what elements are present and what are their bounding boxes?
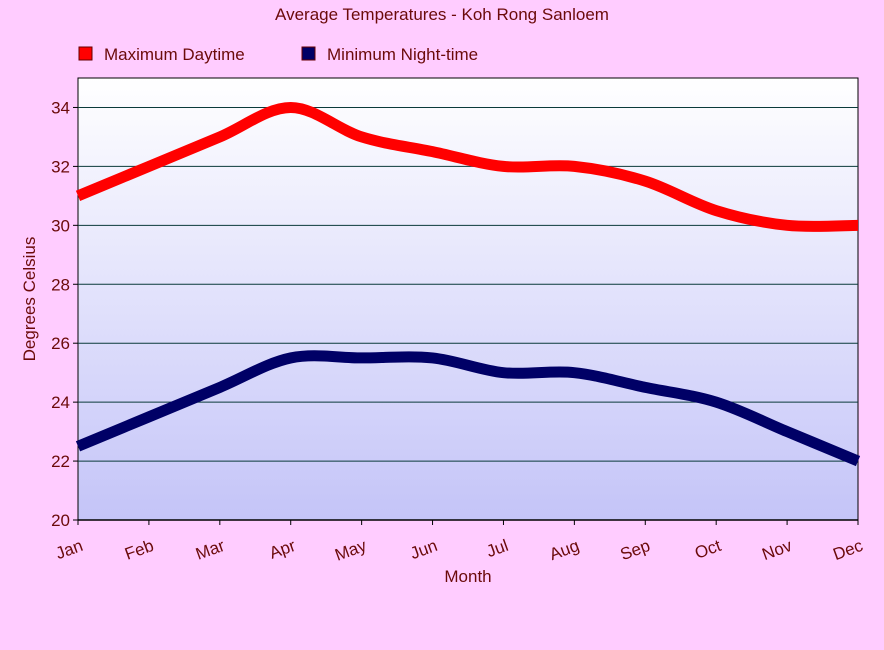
y-tick-label: 22 xyxy=(51,452,70,471)
y-tick-label: 30 xyxy=(51,216,70,235)
plot-area xyxy=(77,77,859,521)
legend-swatch-min xyxy=(301,46,316,61)
chart-title: Average Temperatures - Koh Rong Sanloem xyxy=(275,5,609,24)
x-tick-label: Jun xyxy=(408,536,440,563)
x-axis: Jan Feb Mar Apr May Jun Jul Aug Sep Oct Nov Dec xyxy=(53,519,866,565)
legend-label-min: Minimum Night-time xyxy=(327,45,478,64)
x-axis-label: Month xyxy=(444,567,491,586)
x-tick-label: Feb xyxy=(122,536,156,564)
series-0 xyxy=(75,101,859,232)
x-tick-label: Jan xyxy=(53,536,85,563)
y-tick-label: 20 xyxy=(51,511,70,530)
x-tick-label: Oct xyxy=(692,536,724,563)
x-tick-label: May xyxy=(332,536,369,565)
x-tick-label: Mar xyxy=(193,536,227,564)
y-tick-label: 32 xyxy=(51,157,70,176)
series-line xyxy=(75,350,861,467)
y-axis-label: Degrees Celsius xyxy=(20,237,39,362)
series-1 xyxy=(75,350,861,467)
series-line xyxy=(75,101,859,232)
legend-swatch-max xyxy=(78,46,93,61)
x-tick-label: Apr xyxy=(267,536,299,563)
x-tick-label: Aug xyxy=(547,536,582,564)
y-tick-label: 24 xyxy=(51,393,70,412)
x-tick-label: Dec xyxy=(830,536,865,564)
x-tick-label: Sep xyxy=(618,536,653,564)
legend: Maximum Daytime Minimum Night-time xyxy=(78,45,478,64)
y-tick-label: 28 xyxy=(51,275,70,294)
y-tick-label: 34 xyxy=(51,98,70,117)
y-tick-label: 26 xyxy=(51,334,70,353)
legend-label-max: Maximum Daytime xyxy=(104,45,245,64)
x-tick-label: Nov xyxy=(760,536,795,564)
y-axis: 20 22 24 26 28 30 32 34 xyxy=(51,98,78,530)
x-tick-label: Jul xyxy=(484,536,511,561)
series-lines xyxy=(75,101,861,467)
